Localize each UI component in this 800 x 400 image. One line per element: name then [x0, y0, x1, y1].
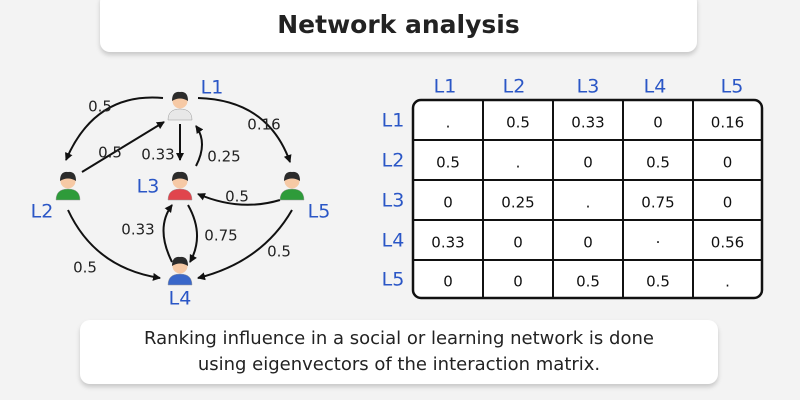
diagram: 0.5 0.5 0.33 0.25 0.16 0.5 0.33 0.75 0.5… [31, 76, 764, 310]
matrix-cell: 0.25 [501, 194, 534, 212]
column-header: L4 [644, 76, 667, 98]
node-label: L4 [169, 288, 192, 310]
row-header: L1 [382, 110, 405, 132]
caption-line: using eigenvectors of the interaction ma… [197, 354, 601, 375]
edge [81, 121, 165, 173]
matrix-cell: 0 [513, 273, 523, 291]
edge-label: 0.75 [204, 227, 237, 245]
node-label: L1 [201, 77, 224, 99]
edge [197, 97, 292, 163]
row-header: L4 [382, 230, 405, 252]
icon-body [167, 108, 193, 121]
person-icon [167, 256, 193, 286]
title: Network analysis [100, 0, 697, 52]
edge-label: 0.5 [73, 259, 97, 277]
caption: Ranking influence in a social or learnin… [80, 320, 718, 384]
matrix-cell: 0 [653, 114, 663, 132]
icon-hair [284, 171, 300, 181]
edge [187, 204, 198, 263]
row-header: L3 [382, 190, 405, 212]
matrix-cell: 0.75 [641, 194, 674, 212]
matrix-cell: 0 [513, 234, 523, 252]
edge-label: 0.5 [98, 144, 122, 162]
edge-labels: 0.5 0.5 0.33 0.25 0.16 0.5 0.33 0.75 0.5… [73, 98, 291, 277]
edge-label: 0.5 [225, 188, 249, 206]
row-header: L2 [382, 150, 405, 172]
person-icon [55, 171, 81, 201]
matrix-cell: 0 [583, 154, 593, 172]
matrix-cell: 0 [583, 234, 593, 252]
matrix-cell: 0 [723, 194, 733, 212]
icon-hair [60, 171, 76, 181]
edge-label: 0.5 [88, 98, 112, 116]
column-header: L1 [434, 76, 457, 98]
person-icon [279, 171, 305, 201]
edges [65, 96, 293, 281]
icon-hair [172, 171, 188, 181]
icon-hair [172, 256, 188, 266]
icon-hair [172, 91, 188, 101]
node-label: L5 [308, 201, 331, 223]
edge [197, 209, 293, 281]
matrix-cell: 0.5 [506, 114, 530, 132]
matrix-cell: 0.5 [576, 273, 600, 291]
matrix-frame [411, 98, 764, 300]
matrix-cell: 0.5 [436, 154, 460, 172]
edge [162, 204, 173, 263]
matrix-cell: 0.56 [711, 234, 744, 252]
icon-body [55, 188, 81, 201]
row-header: L5 [382, 269, 405, 291]
column-header: L2 [503, 76, 526, 98]
matrix-cell: 0.16 [711, 114, 744, 132]
caption-line: Ranking influence in a social or learnin… [144, 328, 654, 349]
matrix-cell: 0 [443, 273, 453, 291]
node-label: L3 [137, 176, 160, 198]
matrix-cell: 0 [443, 194, 453, 212]
edge-label: 0.5 [267, 243, 291, 261]
edge-label: 0.25 [207, 148, 240, 166]
icon-body [167, 188, 193, 201]
icon-body [279, 188, 305, 201]
matrix-cell: . [516, 154, 521, 172]
matrix-cell: 0 [723, 154, 733, 172]
node-label: L2 [31, 201, 54, 223]
column-header: L3 [577, 76, 600, 98]
edge [197, 193, 281, 206]
nodes [55, 91, 305, 286]
edge [65, 96, 164, 161]
matrix: L1 L2 L3 L4 L5 L1. 0.5 0.33 0 0.16 L2 0.5. 0 0.5 0 L3 0 0… [382, 76, 764, 300]
edge [195, 125, 204, 167]
matrix-cell: 0.5 [646, 273, 670, 291]
icon-body [167, 273, 193, 286]
node-labels: L1 L2 L3 L4 L5 [31, 77, 331, 310]
person-icon [167, 171, 193, 201]
column-header: L5 [721, 76, 744, 98]
person-icon [167, 91, 193, 121]
matrix-cell: 0.5 [646, 154, 670, 172]
edge-label: 0.33 [121, 221, 154, 239]
edge [67, 209, 161, 281]
matrix-cell: . [586, 194, 591, 212]
edge-label: 0.33 [141, 146, 174, 164]
matrix-cell: 0.33 [431, 234, 464, 252]
matrix-cell: . [725, 273, 730, 291]
edge-label: 0.16 [247, 116, 280, 134]
matrix-cell: . [446, 114, 451, 132]
matrix-cell: 0.33 [571, 114, 604, 132]
matrix-cell: · [656, 234, 661, 252]
